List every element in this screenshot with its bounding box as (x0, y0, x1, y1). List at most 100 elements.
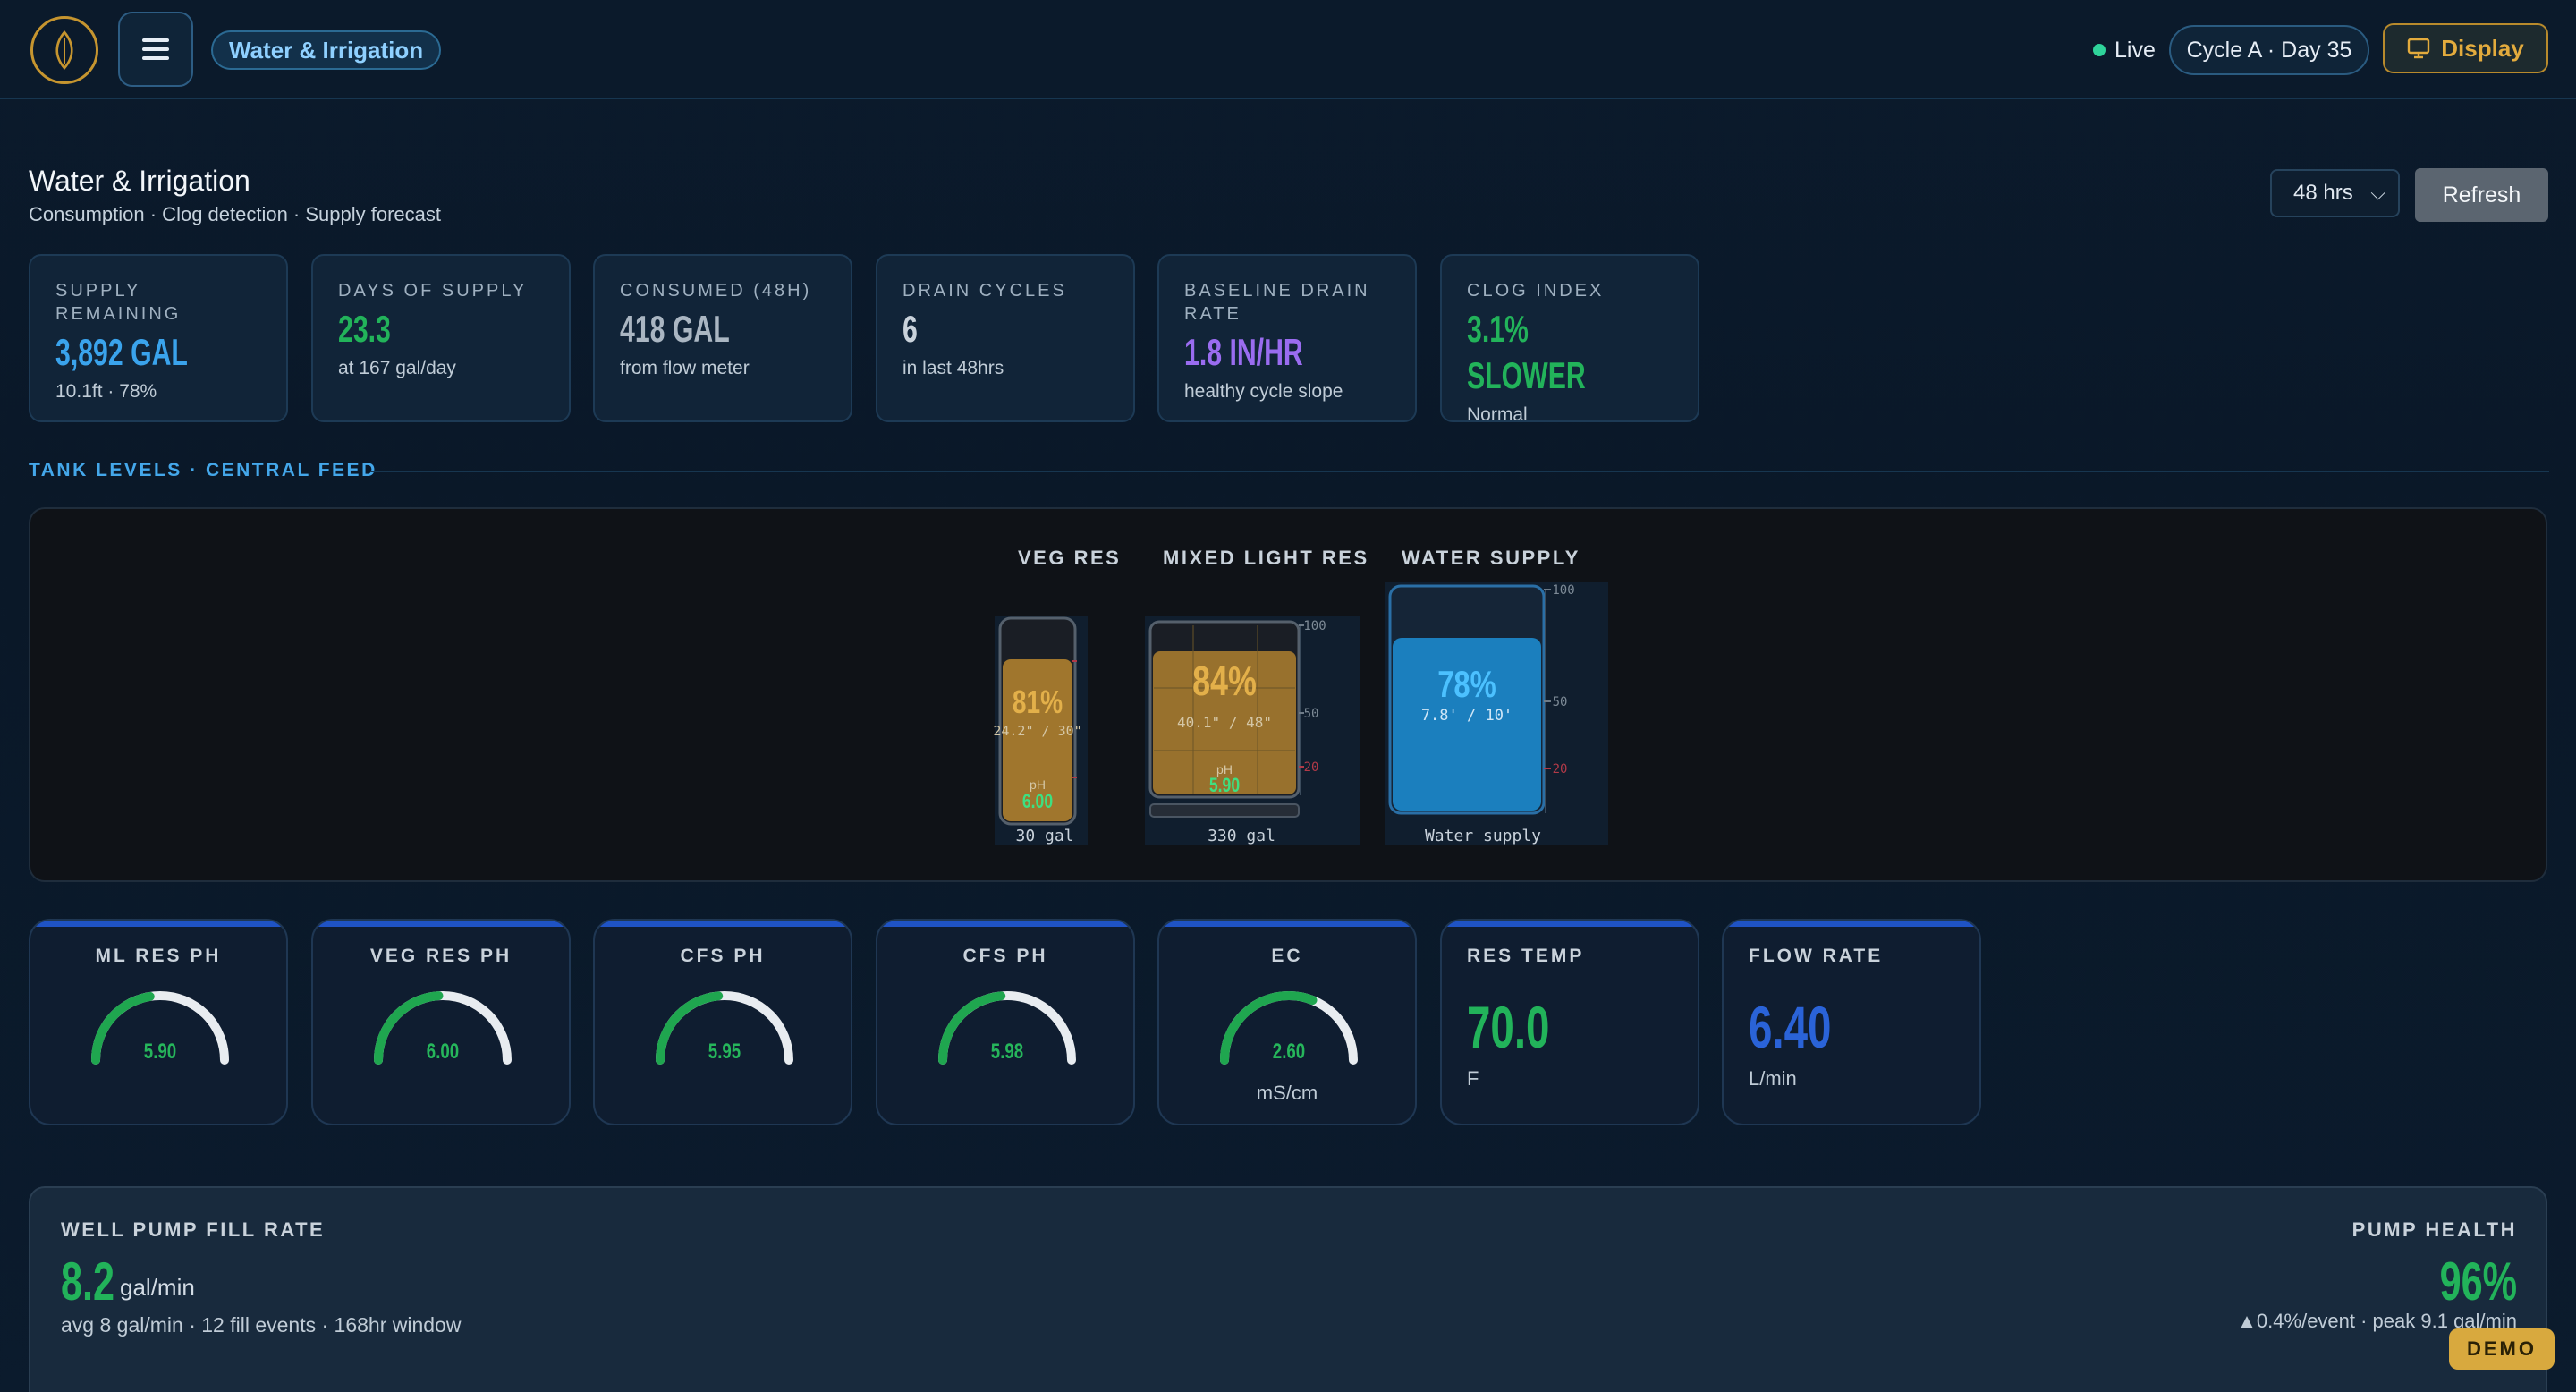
gauge-card-2[interactable]: VEG RES PH 6.00 (311, 919, 571, 1125)
stat-label: DRAIN CYCLES (902, 281, 1067, 301)
stat-card-5[interactable]: BASELINE DRAIN RATE 1.8 IN/HR healthy cycl… (1157, 254, 1417, 422)
tank-mixed-percent: 84% (1192, 658, 1257, 704)
stat-value: 23.3 (338, 308, 391, 350)
tank-veg-depth: 24.2" / 30" (993, 723, 1081, 739)
stat-label: CLOG INDEX (1467, 281, 1605, 301)
time-range-value: 48 hrs (2293, 181, 2353, 205)
page-title: Water & Irrigation (29, 165, 250, 197)
tank-title-mixed: MIXED LIGHT RES (1163, 547, 1369, 569)
section-divider (370, 471, 2549, 472)
tank-mixed-tick-20: 20 (1304, 760, 1319, 775)
gauge-label: EC (1271, 946, 1303, 966)
metric-value: 6.40 (1749, 994, 1832, 1060)
gauge-value: 5.90 (144, 1040, 176, 1064)
display-button[interactable]: Display (2383, 23, 2548, 73)
tank-supply-tick-20: 20 (1553, 762, 1568, 777)
tank-veg-ph: 6.00 (1022, 791, 1053, 812)
pump-health-subtext: ▲0.4%/event · peak 9.1 gal/min (2237, 1310, 2517, 1332)
pump-label: WELL PUMP FILL RATE (61, 1218, 326, 1241)
stat-subtext: 10.1ft · 78% (55, 381, 157, 402)
metric-accent-bar (1442, 921, 1698, 927)
stat-card-4[interactable]: DRAIN CYCLES 6 in last 48hrs (876, 254, 1135, 422)
stat-card-2[interactable]: DAYS OF SUPPLY 23.3 at 167 gal/day (311, 254, 571, 422)
menu-button[interactable] (118, 12, 193, 87)
tank-veg-res[interactable]: 81% 24.2" / 30" pH 6.00 (993, 616, 1088, 845)
gauge-label: ML RES PH (95, 946, 222, 966)
stat-subtext: in last 48hrs (902, 358, 1004, 378)
page-subtitle: Consumption · Clog detection · Supply fo… (29, 203, 442, 225)
tank-mixed-depth: 40.1" / 48" (1177, 714, 1272, 731)
gauge-accent-bar (877, 921, 1133, 927)
gauge-arc: 5.95 (656, 991, 793, 1065)
well-pump-panel[interactable]: WELL PUMP FILL RATE 8.2 gal/min avg 8 ga… (29, 1186, 2547, 1392)
gauge-card-4[interactable]: CFS PH 5.98 (876, 919, 1135, 1125)
stat-value: 3.1% SLOWER (1467, 308, 1586, 396)
gauge-value: 2.60 (1273, 1040, 1305, 1064)
stat-label: SUPPLY REMAINING (55, 281, 182, 324)
display-label: Display (2441, 34, 2524, 62)
stat-label: BASELINE DRAIN RATE (1184, 281, 1370, 324)
tank-mixed-light-res[interactable]: 100 50 20 84% 40.1" / 48" pH 5.90 (1145, 616, 1360, 845)
tank-veg-percent: 81% (1013, 684, 1063, 720)
metric-unit: L/min (1749, 1067, 1797, 1090)
gauge-card-1[interactable]: ML RES PH 5.90 (29, 919, 288, 1125)
stat-label: DAYS OF SUPPLY (338, 281, 528, 301)
monitor-icon (2408, 38, 2430, 59)
chevron-down-icon: ⌵ (2370, 182, 2385, 204)
tank-water-supply[interactable]: 100 50 20 78% 7.8' / 10' (1385, 582, 1608, 845)
cycle-selector[interactable]: Cycle A · Day 35 (2169, 25, 2369, 75)
refresh-button[interactable]: Refresh (2415, 168, 2548, 222)
live-dot-icon (2093, 44, 2106, 56)
stat-card-6[interactable]: CLOG INDEX 3.1% SLOWER Normal (1440, 254, 1699, 425)
tank-veg-footer: 30 gal (1015, 827, 1073, 845)
live-label: Live (2114, 37, 2156, 63)
pump-value: 8.2 (61, 1252, 115, 1311)
tank-supply-fill (1393, 638, 1541, 811)
logo-icon[interactable] (30, 16, 98, 84)
tank-veg-ph-label: pH (1030, 777, 1046, 792)
tank-supply-tick-50: 50 (1553, 695, 1568, 709)
metric-accent-bar (1724, 921, 1979, 927)
gauge-accent-bar (30, 921, 286, 927)
metric-unit: F (1467, 1067, 1479, 1090)
demo-badge[interactable]: DEMO (2449, 1328, 2555, 1370)
tank-panel: VEG RES MIXED LIGHT RES WATER SUPPLY 81%… (29, 507, 2547, 882)
tank-mixed-tick-50: 50 (1304, 707, 1319, 721)
stat-subtext: from flow meter (620, 358, 750, 378)
time-range-select[interactable]: 48 hrs ⌵ (2270, 169, 2400, 217)
tank-mixed-fill (1153, 651, 1296, 794)
metric-label: RES TEMP (1467, 946, 1585, 966)
gauge-arc: 6.00 (374, 991, 512, 1065)
tank-veg-fill (1003, 659, 1072, 821)
gauge-value: 6.00 (427, 1040, 459, 1064)
tank-title-veg: VEG RES (1018, 547, 1122, 569)
stat-card-1[interactable]: SUPPLY REMAINING 3,892 GAL 10.1ft · 78% (29, 254, 288, 422)
metric-card-2[interactable]: FLOW RATE 6.40 L/min (1722, 919, 1981, 1125)
pump-health-label: PUMP HEALTH (2351, 1218, 2517, 1241)
stat-label: CONSUMED (48H) (620, 281, 812, 301)
gauge-arc: 5.90 (91, 991, 229, 1065)
live-status: Live (2093, 34, 2156, 66)
tank-mixed-ph-label: pH (1216, 762, 1233, 777)
stat-value: 6 (902, 308, 918, 350)
gauge-value: 5.98 (991, 1040, 1023, 1064)
gauge-accent-bar (1159, 921, 1415, 927)
tank-mixed-footer: 330 gal (1208, 827, 1275, 845)
gauge-label: CFS PH (962, 946, 1048, 966)
breadcrumb[interactable]: Water & Irrigation (211, 30, 442, 70)
gauge-value: 5.95 (708, 1040, 741, 1064)
tank-supply-footer: Water supply (1425, 827, 1541, 845)
metric-card-1[interactable]: RES TEMP 70.0 F (1440, 919, 1699, 1125)
top-header: Water & Irrigation Live Cycle A · Day 35… (0, 0, 2576, 99)
gauge-card-3[interactable]: CFS PH 5.95 (593, 919, 852, 1125)
gauge-accent-bar (313, 921, 569, 927)
stat-value: 1.8 IN/HR (1184, 331, 1303, 373)
gauge-card-5[interactable]: EC 2.60 mS/cm (1157, 919, 1417, 1125)
stat-card-3[interactable]: CONSUMED (48H) 418 GAL from flow meter (593, 254, 852, 422)
stat-value: 418 GAL (620, 308, 730, 350)
stat-value: 3,892 GAL (55, 331, 188, 373)
stat-subtext: at 167 gal/day (338, 358, 456, 378)
pump-unit: gal/min (120, 1274, 195, 1301)
gauge-arc: 5.98 (938, 991, 1076, 1065)
hamburger-icon (142, 38, 169, 60)
